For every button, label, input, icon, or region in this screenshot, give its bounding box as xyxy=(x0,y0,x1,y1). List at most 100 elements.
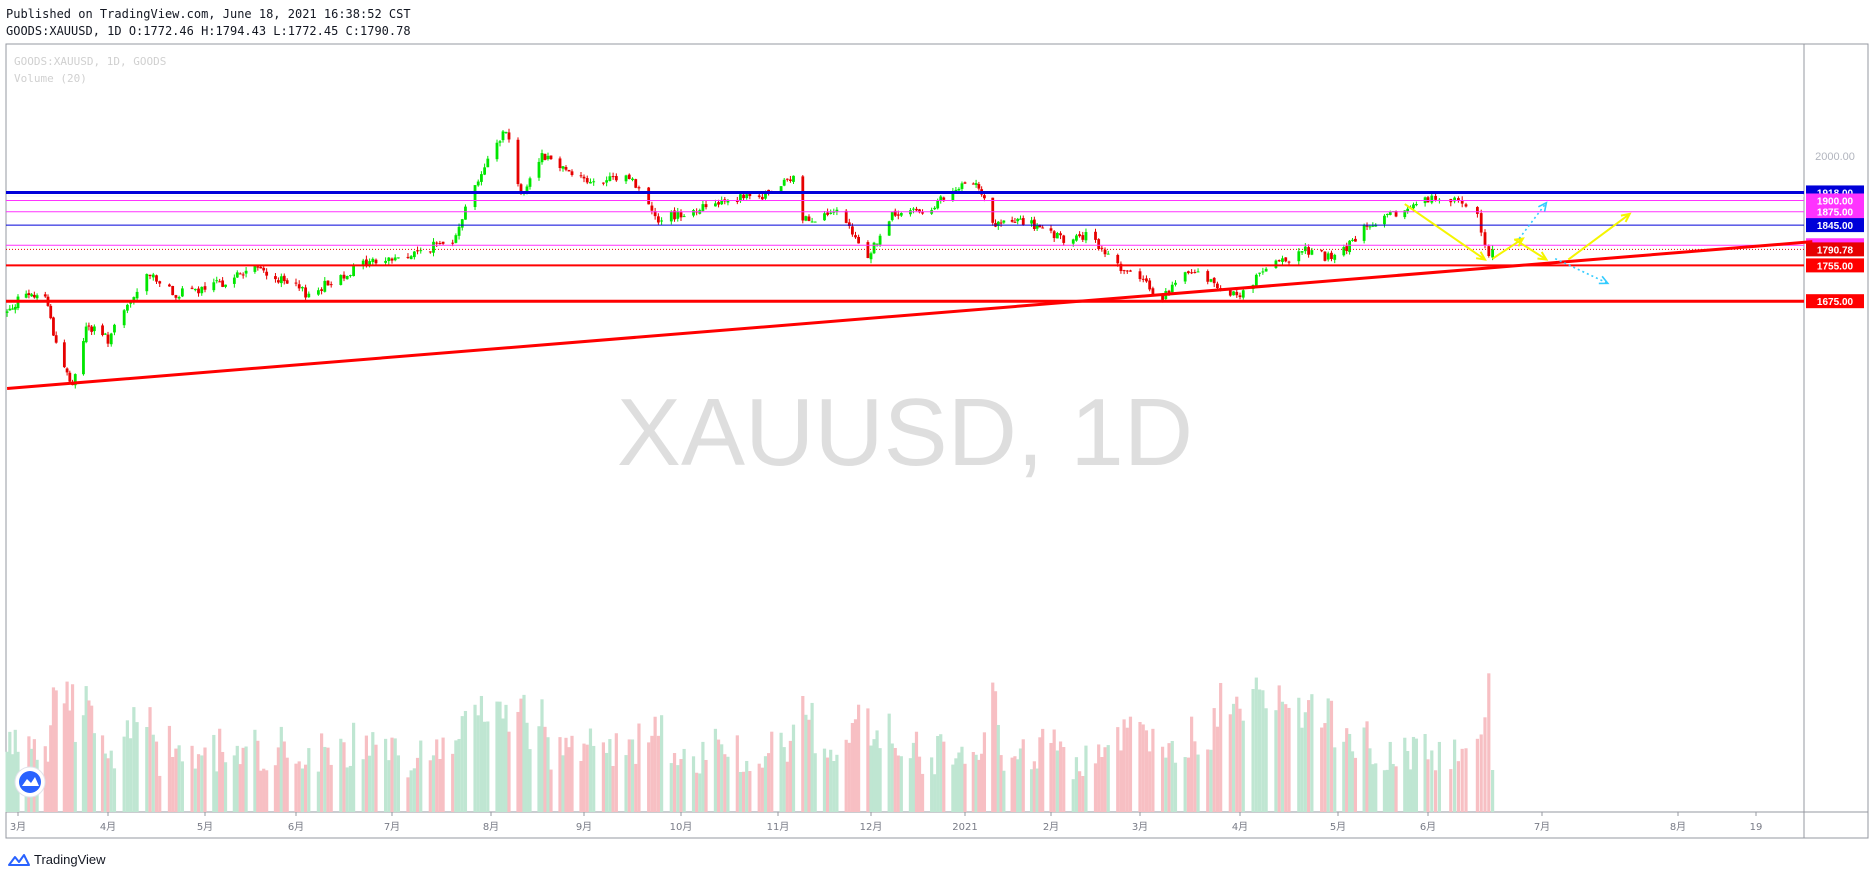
volume-bar xyxy=(218,728,222,812)
volume-bar xyxy=(1342,741,1346,812)
volume-bar xyxy=(54,690,58,812)
candle-body xyxy=(294,282,298,284)
volume-bar xyxy=(1144,730,1149,812)
volume-bar xyxy=(151,734,155,812)
volume-bar xyxy=(723,754,727,812)
volume-bar xyxy=(748,771,752,812)
candle-body xyxy=(212,282,216,291)
volume-bar xyxy=(1100,757,1104,812)
volume-bar xyxy=(463,710,468,812)
candle-body xyxy=(875,243,879,245)
yellow-arrow-4[interactable] xyxy=(1567,213,1631,261)
candle-body xyxy=(991,197,995,223)
candle-body xyxy=(1078,234,1082,237)
candle-body xyxy=(801,176,805,221)
x-tick-label: 10月 xyxy=(670,821,693,833)
candle-body xyxy=(519,184,523,193)
volume-bar xyxy=(1310,694,1314,812)
volume-bar xyxy=(320,733,324,812)
volume-bar xyxy=(887,713,891,812)
candle-body xyxy=(109,333,113,345)
tv-badge[interactable] xyxy=(14,766,46,798)
candle-body xyxy=(256,266,260,268)
volume-bar xyxy=(1035,768,1039,812)
candle-body xyxy=(193,288,197,291)
volume-bar xyxy=(1326,698,1330,812)
volume-bar xyxy=(1238,708,1242,812)
candle-body xyxy=(1426,197,1430,203)
candle-body xyxy=(323,280,327,292)
candle-body xyxy=(200,286,204,294)
volume-bar xyxy=(1062,747,1066,812)
yellow-arrow-3-head xyxy=(1537,251,1549,261)
volume-bar xyxy=(154,741,159,812)
candle-body xyxy=(409,256,413,260)
candle-body xyxy=(49,305,53,319)
candle-body xyxy=(129,302,133,304)
volume-bar xyxy=(297,761,301,812)
volume-bar xyxy=(624,755,628,812)
candle-body xyxy=(285,280,289,284)
candle-body xyxy=(1119,263,1123,272)
volume-bar xyxy=(479,695,484,812)
candle-body xyxy=(1287,261,1291,263)
volume-bar xyxy=(567,747,571,812)
candle-body xyxy=(35,295,39,299)
candle-body xyxy=(957,188,961,191)
volume-bar xyxy=(611,765,615,812)
volume-bar xyxy=(174,748,178,812)
horizontal-levels[interactable]: 1918.001900.001875.001845.001800.001755.… xyxy=(6,185,1864,309)
volume-bar xyxy=(1173,762,1178,812)
candle-body xyxy=(558,158,562,169)
candle-body xyxy=(8,308,12,311)
tv-badge-icon xyxy=(22,777,39,786)
candle-body xyxy=(368,261,371,265)
trendline-group[interactable] xyxy=(6,240,1813,390)
yellow-arrow-1[interactable] xyxy=(1404,203,1486,261)
volume-bar xyxy=(374,744,378,812)
candle-body xyxy=(869,253,873,260)
yellow-arrow-3[interactable] xyxy=(1514,239,1547,261)
volume-bar xyxy=(232,755,236,812)
volume-bar xyxy=(87,700,91,812)
volume-bar xyxy=(1186,757,1190,812)
volume-bar xyxy=(676,765,680,812)
trendline[interactable] xyxy=(6,240,1813,390)
candle-body xyxy=(942,197,946,200)
volume-bar xyxy=(1209,749,1213,812)
volume-bar xyxy=(46,761,50,812)
x-tick-label: 6月 xyxy=(1420,821,1436,833)
volume-bar xyxy=(1228,714,1232,812)
candle-body xyxy=(1032,219,1036,229)
candle-body xyxy=(764,191,767,199)
candle-body xyxy=(1403,210,1407,218)
volume-bar xyxy=(273,765,278,812)
volume-bar xyxy=(1423,734,1427,812)
volume-bar xyxy=(899,756,903,812)
candle-body xyxy=(148,274,152,277)
cyan-arrow-1[interactable] xyxy=(1518,202,1548,240)
volume-bar xyxy=(1167,743,1171,812)
volume-bar xyxy=(1264,708,1268,812)
candle-body xyxy=(1161,295,1164,300)
candle-body xyxy=(92,326,96,332)
footer-brand[interactable]: TradingView xyxy=(8,852,106,867)
candle-body xyxy=(297,284,301,289)
candle-body xyxy=(826,212,829,215)
volume-bar xyxy=(476,715,480,812)
candle-body xyxy=(1170,284,1174,293)
candle-body xyxy=(739,194,742,202)
volume-bar xyxy=(713,728,718,812)
volume-bar xyxy=(963,763,967,812)
candle-body xyxy=(498,141,502,143)
volume-bar xyxy=(695,772,699,812)
candle-body xyxy=(451,242,455,244)
volume-bar xyxy=(279,726,283,812)
projection-arrows[interactable] xyxy=(1404,201,1632,285)
candle-body xyxy=(62,342,66,368)
candle-body xyxy=(317,290,320,295)
volume-bar xyxy=(441,737,445,812)
tradingview-logo-icon xyxy=(8,853,30,866)
volume-bar xyxy=(896,755,900,812)
